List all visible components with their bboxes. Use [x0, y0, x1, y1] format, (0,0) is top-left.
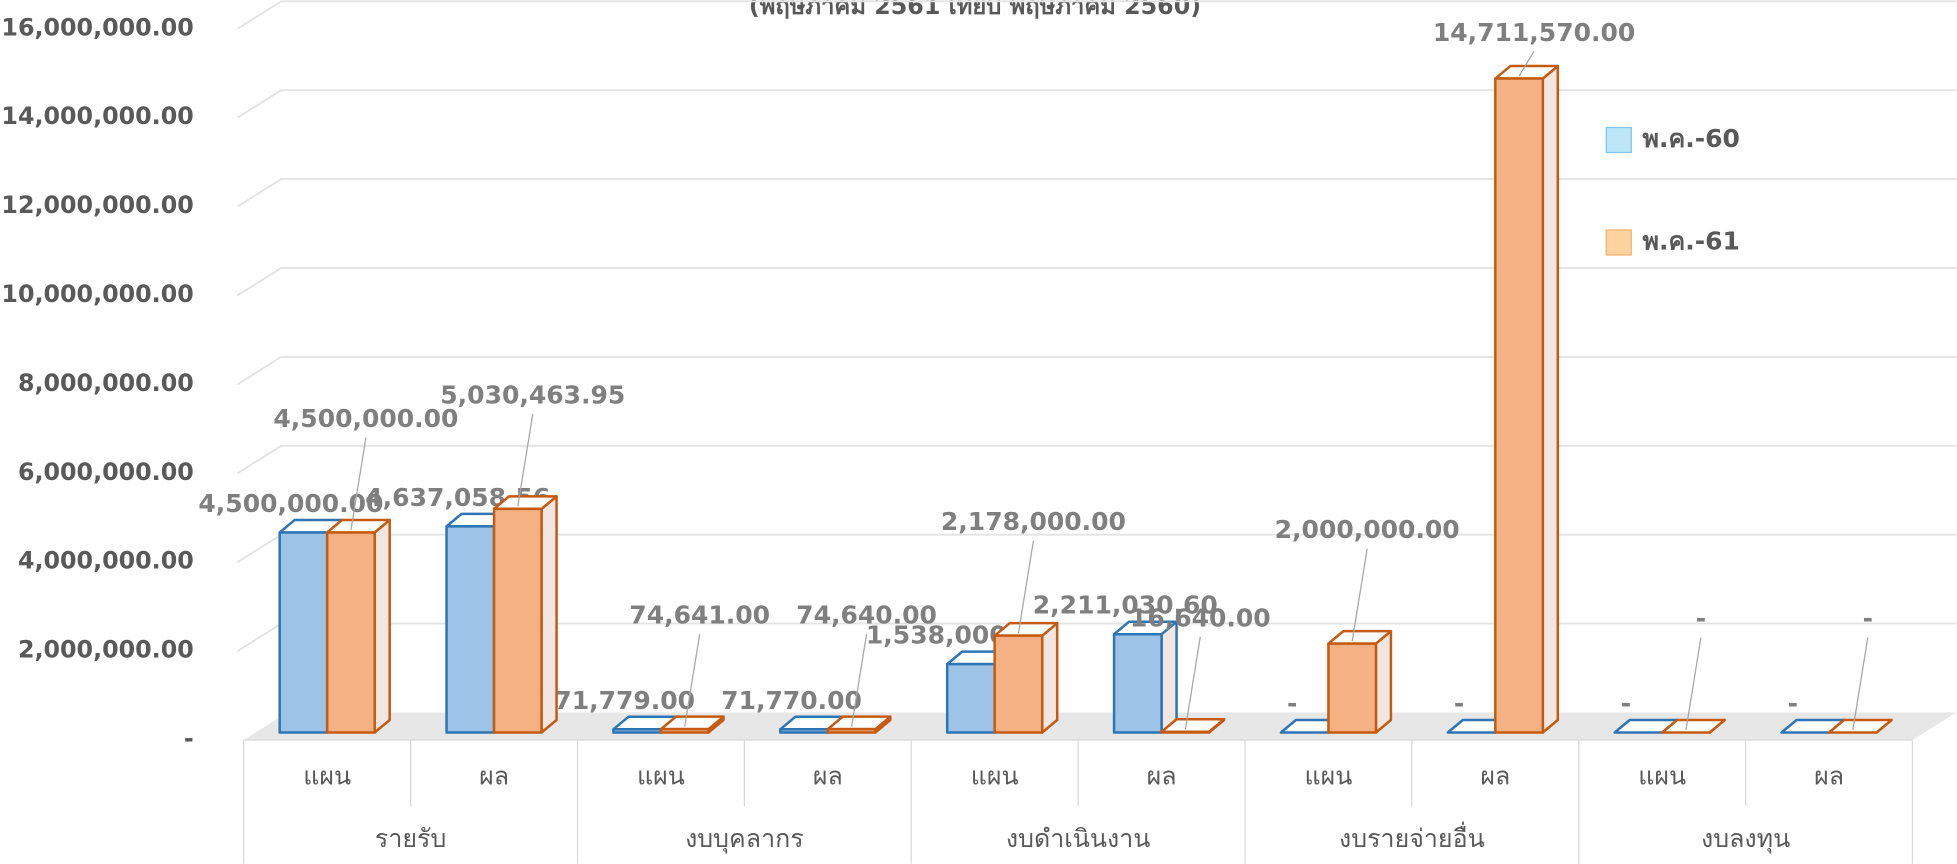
- data-label: 4,500,000.00: [198, 489, 383, 518]
- data-label: 4,500,000.00: [273, 404, 458, 433]
- grid-line: [237, 178, 1957, 208]
- leader-line: [850, 634, 868, 727]
- y-tick-label: 2,000,000.00: [18, 636, 194, 664]
- y-tick-label: 6,000,000.00: [18, 458, 194, 486]
- x-tick-label: แผน: [1305, 762, 1353, 791]
- group-label: งบลงทุน: [1701, 824, 1790, 854]
- data-label: -: [1454, 689, 1464, 718]
- bar-side: [1040, 621, 1059, 734]
- bar: [993, 621, 1059, 734]
- legend-swatch: [1605, 126, 1632, 154]
- bar-top: [1827, 718, 1893, 734]
- x-tick-label: แผน: [1638, 762, 1686, 791]
- y-tick-label: 10,000,000.00: [1, 280, 193, 308]
- data-label: 2,178,000.00: [941, 507, 1126, 536]
- bar-front: [945, 662, 996, 734]
- data-label: 14,711,570.00: [1433, 18, 1635, 47]
- data-label: 2,211,030.60: [1033, 591, 1218, 620]
- leader-line: [684, 634, 701, 727]
- bar-front: [1494, 77, 1545, 734]
- data-label: 71,770.00: [721, 686, 862, 715]
- leader-line: [517, 413, 534, 507]
- grid-line: [237, 0, 1957, 30]
- data-label: -: [1621, 689, 1631, 718]
- data-label: 74,640.00: [796, 601, 937, 630]
- bar: [659, 715, 725, 734]
- bar-front: [612, 728, 663, 734]
- x-tick-label: ผล: [1814, 762, 1844, 791]
- data-label: 5,030,463.95: [440, 380, 625, 409]
- bar: [1660, 718, 1726, 734]
- bar-front: [993, 634, 1044, 734]
- bar-front: [659, 727, 710, 734]
- bar-front: [1327, 642, 1378, 734]
- grid-line: [237, 355, 1957, 386]
- x-tick-label: แผน: [971, 762, 1019, 791]
- legend-label: พ.ค.-61: [1643, 226, 1740, 255]
- leader-line: [1852, 637, 1869, 731]
- leader-line: [1685, 637, 1702, 731]
- data-label: 2,000,000.00: [1275, 515, 1460, 544]
- x-tick-label: แผน: [303, 762, 351, 791]
- data-label: -: [1788, 689, 1798, 718]
- data-label: -: [1287, 689, 1297, 718]
- leader-line: [1351, 548, 1368, 642]
- leader-line: [1017, 540, 1035, 634]
- bar-side: [1374, 629, 1393, 734]
- y-tick-label: 12,000,000.00: [1, 191, 193, 219]
- leader-line: [1184, 636, 1201, 730]
- data-label: -: [1863, 604, 1873, 633]
- bar: [1327, 629, 1393, 734]
- bar-front: [1160, 730, 1211, 734]
- leader-line: [350, 437, 367, 531]
- bar-front: [779, 728, 830, 734]
- grid-line: [237, 89, 1957, 119]
- legend-label: พ.ค.-60: [1643, 124, 1740, 153]
- grid-line: [237, 444, 1957, 475]
- bar-front: [278, 531, 329, 734]
- group-label: งบดำเนินงาน: [1006, 824, 1150, 853]
- x-tick-label: ผล: [1147, 762, 1177, 791]
- bar: [826, 715, 892, 734]
- y-tick-label: 4,000,000.00: [18, 547, 194, 575]
- bar-front: [445, 525, 496, 734]
- bar: [1160, 718, 1226, 734]
- bar: [1494, 64, 1560, 734]
- bar-top: [1660, 718, 1726, 734]
- bar-front: [325, 531, 376, 734]
- bar-front: [1112, 632, 1163, 734]
- grid-line: [237, 267, 1957, 297]
- data-label: 74,641.00: [629, 601, 770, 630]
- bar: [1112, 620, 1178, 734]
- group-label: งบบุคลากร: [685, 824, 804, 854]
- legend-swatch: [1605, 229, 1632, 256]
- y-tick-label: 16,000,000.00: [1, 13, 193, 41]
- data-label: -: [1696, 604, 1706, 633]
- bar: [325, 518, 391, 734]
- leader-line: [1518, 50, 1535, 77]
- data-label: 16,640.00: [1130, 603, 1271, 632]
- x-tick-label: ผล: [479, 762, 509, 791]
- data-label: 71,779.00: [554, 686, 695, 715]
- bar-side: [1541, 64, 1560, 734]
- bar-front: [826, 727, 877, 734]
- bar-side: [540, 495, 558, 734]
- x-tick-label: แผน: [637, 762, 685, 791]
- x-tick-label: ผล: [1480, 762, 1510, 791]
- bar: [492, 495, 558, 734]
- group-label: งบรายจ่ายอื่น: [1339, 821, 1485, 853]
- group-label: รายรับ: [375, 824, 446, 853]
- x-tick-label: ผล: [813, 762, 843, 791]
- bar-side: [373, 518, 391, 734]
- bar-front: [492, 507, 543, 734]
- bar-side: [1160, 620, 1178, 734]
- y-tick-label: 14,000,000.00: [1, 102, 193, 130]
- y-tick-label: 8,000,000.00: [18, 369, 194, 397]
- y-tick-label: -: [184, 725, 194, 753]
- chart-subtitle: (พฤษภาคม 2561 เทียบ พฤษภาคม 2560): [749, 0, 1201, 20]
- bar: [1827, 718, 1893, 734]
